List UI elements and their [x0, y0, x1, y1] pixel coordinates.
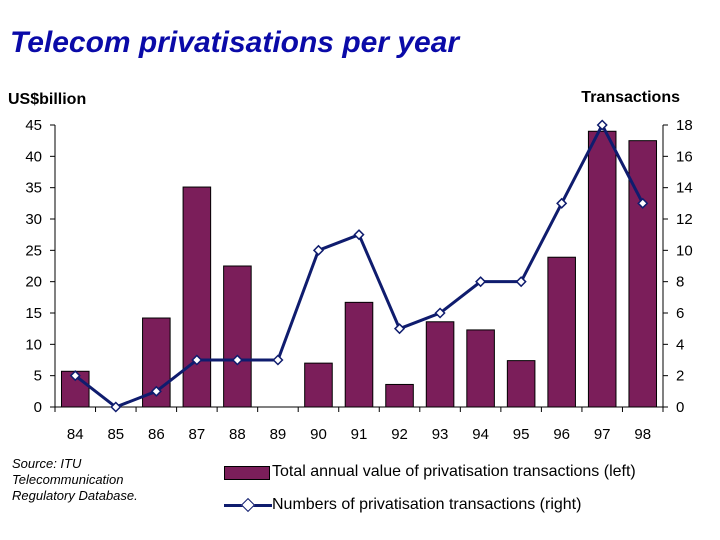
y-tick-label-left: 40 [25, 148, 42, 165]
bar-87 [182, 186, 212, 408]
bar-93 [425, 321, 455, 408]
line-point-96 [556, 197, 568, 209]
line-point-91 [353, 229, 365, 241]
y-tick-label-right: 0 [676, 399, 684, 416]
line-point-93 [434, 307, 446, 319]
legend-marker-diamond [240, 497, 256, 513]
source-note: Source: ITU Telecommunication Regulatory… [12, 456, 138, 503]
x-tick-label-98: 98 [634, 426, 651, 443]
y-tick-label-left: 20 [25, 274, 42, 291]
y-axis-label-left: US$billion [8, 91, 87, 108]
x-tick-label-91: 91 [351, 426, 368, 443]
line-point-86 [150, 385, 162, 397]
legend-item-bar: Total annual value of privatisation tran… [224, 461, 636, 483]
legend-swatch-bar [224, 466, 270, 480]
x-tick-label-89: 89 [270, 426, 287, 443]
y-tick-label-left: 5 [34, 368, 42, 385]
bar-91 [344, 301, 374, 408]
line-point-95 [515, 276, 527, 288]
x-tick-label-85: 85 [107, 426, 124, 443]
y-tick-label-right: 4 [676, 336, 684, 353]
y-tick-label-right: 10 [676, 242, 693, 259]
line-point-87 [191, 354, 203, 366]
y-tick-label-left: 45 [25, 117, 42, 134]
x-tick-label-92: 92 [391, 426, 408, 443]
bar-94 [466, 329, 495, 408]
y-tick-label-right: 6 [676, 305, 684, 322]
bar-90 [304, 362, 333, 408]
bar-96 [547, 256, 576, 408]
line-point-97 [596, 119, 608, 131]
chart-title: Telecom privatisations per year [10, 26, 460, 59]
y-tick-label-left: 0 [34, 399, 42, 416]
x-tick-label-90: 90 [310, 426, 327, 443]
y-tick-label-right: 14 [676, 180, 693, 197]
x-tick-label-97: 97 [594, 426, 611, 443]
legend-label-bar: Total annual value of privatisation tran… [272, 463, 636, 480]
y-tick-label-left: 10 [25, 336, 42, 353]
x-tick-label-86: 86 [148, 426, 165, 443]
y-tick-label-left: 25 [25, 242, 42, 259]
x-tick-label-96: 96 [553, 426, 570, 443]
line-point-98 [637, 197, 649, 209]
line-point-88 [231, 354, 243, 366]
line-point-89 [272, 354, 284, 366]
x-tick-label-95: 95 [513, 426, 530, 443]
line-point-84 [69, 370, 81, 382]
x-tick-label-93: 93 [432, 426, 449, 443]
line-point-90 [312, 244, 325, 256]
bar-88 [223, 265, 252, 408]
y-axis-label-right: Transactions [581, 89, 680, 106]
y-tick-label-right: 12 [676, 211, 693, 228]
bar-92 [385, 383, 414, 408]
y-tick-label-left: 15 [25, 305, 42, 322]
y-tick-label-left: 30 [25, 211, 42, 228]
y-tick-label-left: 35 [25, 180, 42, 197]
bar-97 [587, 130, 617, 408]
bar-98 [628, 140, 658, 408]
y-tick-label-right: 2 [676, 368, 684, 385]
x-tick-label-88: 88 [229, 426, 246, 443]
y-tick-label-right: 18 [676, 117, 693, 134]
x-tick-label-94: 94 [472, 426, 489, 443]
legend-item-line: Numbers of privatisation transactions (r… [224, 494, 581, 516]
y-tick-label-right: 8 [676, 274, 684, 291]
legend-label-line: Numbers of privatisation transactions (r… [272, 496, 582, 513]
y-tick-label-right: 16 [676, 148, 693, 165]
line-point-94 [475, 276, 487, 288]
line-point-92 [393, 323, 406, 335]
bar-95 [506, 360, 536, 408]
x-tick-label-87: 87 [189, 426, 206, 443]
line-point-85 [110, 401, 122, 413]
x-tick-label-84: 84 [67, 426, 84, 443]
